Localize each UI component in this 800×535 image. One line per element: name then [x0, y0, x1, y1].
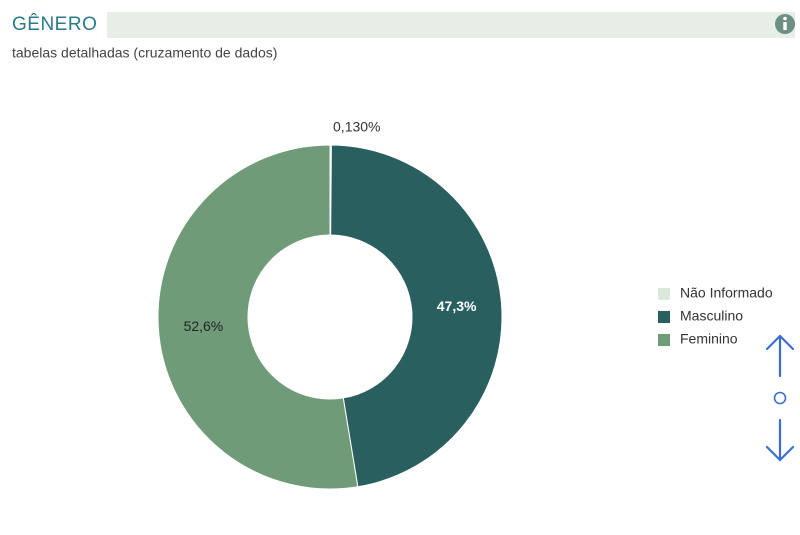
title: GÊNERO: [12, 13, 97, 35]
legend-label: Não Informado: [680, 285, 773, 301]
slice-label: 0,130%: [333, 119, 380, 135]
subtitle: tabelas detalhadas (cruzamento de dados): [12, 45, 277, 61]
scroll-down[interactable]: [765, 418, 795, 462]
legend-swatch: [658, 334, 670, 346]
legend-swatch: [658, 311, 670, 323]
slice-label: 52,6%: [184, 318, 224, 334]
scroll-up[interactable]: [765, 334, 795, 378]
legend-label: Masculino: [680, 308, 743, 324]
slice: [157, 144, 359, 490]
scroll-controls: [765, 334, 795, 462]
info-icon[interactable]: [775, 14, 795, 34]
legend-swatch: [658, 288, 670, 300]
slice-label: 47,3%: [437, 298, 477, 314]
scroll-dot[interactable]: [773, 391, 787, 405]
header-bar: [107, 12, 795, 38]
slice: [330, 144, 503, 488]
legend-label: Feminino: [680, 331, 738, 347]
